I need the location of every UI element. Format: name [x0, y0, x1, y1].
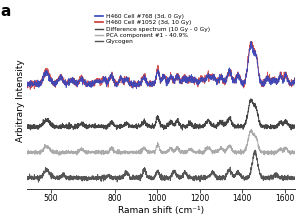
Legend: H460 Cell #768 (3d, 0 Gy), H460 Cell #1052 (3d, 10 Gy), Difference spectrum (10 : H460 Cell #768 (3d, 0 Gy), H460 Cell #10… — [94, 14, 210, 44]
Text: a: a — [1, 4, 11, 19]
Y-axis label: Arbitrary Intensity: Arbitrary Intensity — [16, 59, 25, 142]
X-axis label: Raman shift (cm⁻¹): Raman shift (cm⁻¹) — [118, 206, 205, 215]
